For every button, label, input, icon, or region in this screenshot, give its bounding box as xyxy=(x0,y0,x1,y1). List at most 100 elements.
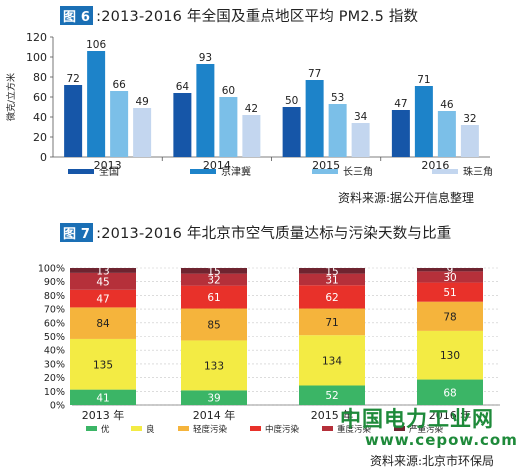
chart2-data-label: 52 xyxy=(325,390,338,402)
chart1-bar xyxy=(437,111,456,157)
chart2-bar-segment xyxy=(299,268,365,274)
chart1-bar xyxy=(351,123,370,157)
chart2-y-tick-label: 70% xyxy=(44,305,65,316)
chart2-bar-segment xyxy=(181,273,247,286)
chart1-x-tick-label: 2014 xyxy=(203,159,231,172)
chart2-y-tick-label: 0% xyxy=(50,401,65,412)
chart2-data-label: 130 xyxy=(440,350,460,362)
chart2-bar-segment xyxy=(181,285,247,309)
chart2-bar-segment xyxy=(299,335,365,386)
chart1-legend-label: 全国 xyxy=(99,165,119,178)
chart1-bar xyxy=(305,80,324,157)
chart2-x-tick-label: 2013 年 xyxy=(82,408,125,422)
chart1-bar xyxy=(87,51,106,157)
chart1-y-tick-label: 20 xyxy=(33,131,47,144)
figure-6-tag: 图 6 xyxy=(60,6,94,25)
watermark-site-name: 中国电力工业网 xyxy=(340,407,494,431)
chart1-data-label: 64 xyxy=(176,81,190,93)
chart2-legend-swatch xyxy=(178,426,189,431)
chart1-legend-label: 长三角 xyxy=(343,166,373,178)
chart1-y-tick-label: 120 xyxy=(26,31,47,44)
figure-7-title-text: :2013-2016 年北京市空气质量达标与污染天数与比重 xyxy=(96,226,452,242)
chart2-legend-swatch xyxy=(394,426,405,431)
chart1-bar xyxy=(414,86,433,157)
chart2-y-tick-label: 80% xyxy=(44,291,65,302)
chart2-x-tick-label: 2014 年 xyxy=(193,408,236,422)
chart2-y-tick-label: 90% xyxy=(44,277,65,288)
watermark-site-url: www.cepow.com xyxy=(365,431,518,449)
chart1-bar xyxy=(219,97,238,157)
chart1-bar xyxy=(242,115,261,157)
chart2-data-label: 51 xyxy=(443,287,456,299)
chart2-data-label: 47 xyxy=(96,294,109,306)
chart2-bar-segment xyxy=(417,379,483,405)
chart2-data-label: 15 xyxy=(207,266,220,278)
chart2-bar-segment xyxy=(70,307,136,339)
chart2-bar-segment xyxy=(181,390,247,405)
chart1-legend-label: 京津冀 xyxy=(221,165,251,178)
chart2-bar-segment xyxy=(70,389,136,405)
chart1-legend-swatch xyxy=(68,169,94,174)
chart2-bar-segment xyxy=(70,289,136,308)
chart1-y-tick-label: 80 xyxy=(33,71,47,84)
chart1-bar xyxy=(133,108,152,157)
chart2-x-tick-label: 2015 年 xyxy=(311,408,354,422)
chart2-y-tick-label: 30% xyxy=(44,359,65,370)
figure-7-source: 资料来源:北京市环保局 xyxy=(370,454,495,468)
chart2-bar-segment xyxy=(181,268,247,274)
chart2-data-label: 41 xyxy=(96,392,109,404)
chart2-data-label: 84 xyxy=(96,318,110,330)
chart2-legend-label: 中度污染 xyxy=(265,424,300,435)
chart1-bar xyxy=(173,93,192,157)
chart2-bar-segment xyxy=(299,273,365,286)
chart1-bar xyxy=(110,91,129,157)
chart1-data-label: 66 xyxy=(112,79,126,91)
chart1-bar xyxy=(391,110,410,157)
chart2-bar-segment xyxy=(70,272,136,290)
chart2-data-label: 78 xyxy=(443,311,456,323)
chart2-data-label: 15 xyxy=(325,266,338,278)
chart2-data-label: 85 xyxy=(207,319,220,331)
chart1-legend-swatch xyxy=(432,169,458,174)
chart2-bar-segment xyxy=(299,308,365,336)
chart2-legend-label: 严重污染 xyxy=(409,424,444,435)
chart1-data-label: 60 xyxy=(222,85,235,97)
chart1-y-tick-label: 100 xyxy=(26,51,47,64)
chart2-data-label: 135 xyxy=(93,359,113,371)
chart2-bar-segment xyxy=(417,301,483,331)
chart2-legend-label: 轻度污染 xyxy=(193,424,228,435)
chart1-data-label: 42 xyxy=(245,103,258,115)
chart2-y-tick-label: 50% xyxy=(44,332,65,343)
chart1-data-label: 71 xyxy=(417,74,430,86)
chart2-bar-segment xyxy=(181,340,247,391)
chart2-bar-segment xyxy=(181,308,247,341)
chart2-data-label: 61 xyxy=(207,292,220,304)
chart1-bar xyxy=(328,104,347,157)
chart1-data-label: 34 xyxy=(354,111,368,123)
chart2-data-label: 39 xyxy=(207,393,220,405)
chart2-legend-label: 重度污染 xyxy=(337,424,372,435)
chart2-bar-segment xyxy=(70,268,136,273)
chart1-data-label: 53 xyxy=(331,92,344,104)
chart2-data-label: 62 xyxy=(325,292,338,304)
chart2-y-tick-label: 10% xyxy=(44,387,65,398)
chart2-y-tick-label: 100% xyxy=(38,264,65,275)
chart1-bar xyxy=(64,85,83,157)
chart2-data-label: 71 xyxy=(325,317,338,329)
figure-7-title: 图 7:2013-2016 年北京市空气质量达标与污染天数与比重 xyxy=(60,222,452,243)
figure-6-source: 资料来源:据公开信息整理 xyxy=(338,191,475,205)
chart1-y-tick-label: 0 xyxy=(40,151,47,164)
chart1-data-label: 49 xyxy=(135,96,148,108)
chart2-y-tick-label: 40% xyxy=(44,346,65,357)
chart1-y-axis-label: 微克/立方米 xyxy=(5,73,17,121)
chart2-legend-swatch xyxy=(322,426,333,431)
chart1-x-tick-label: 2016 xyxy=(421,159,449,172)
chart2-bar-segment xyxy=(417,330,483,380)
figure-7-tag: 图 7 xyxy=(60,223,94,242)
chart1-data-label: 106 xyxy=(86,39,106,51)
figure-6-title: 图 6:2013-2016 年全国及重点地区平均 PM2.5 指数 xyxy=(60,5,418,26)
chart2-data-label: 32 xyxy=(207,275,220,287)
chart1-x-tick-label: 2013 xyxy=(94,159,122,172)
chart2-y-tick-label: 60% xyxy=(44,318,65,329)
